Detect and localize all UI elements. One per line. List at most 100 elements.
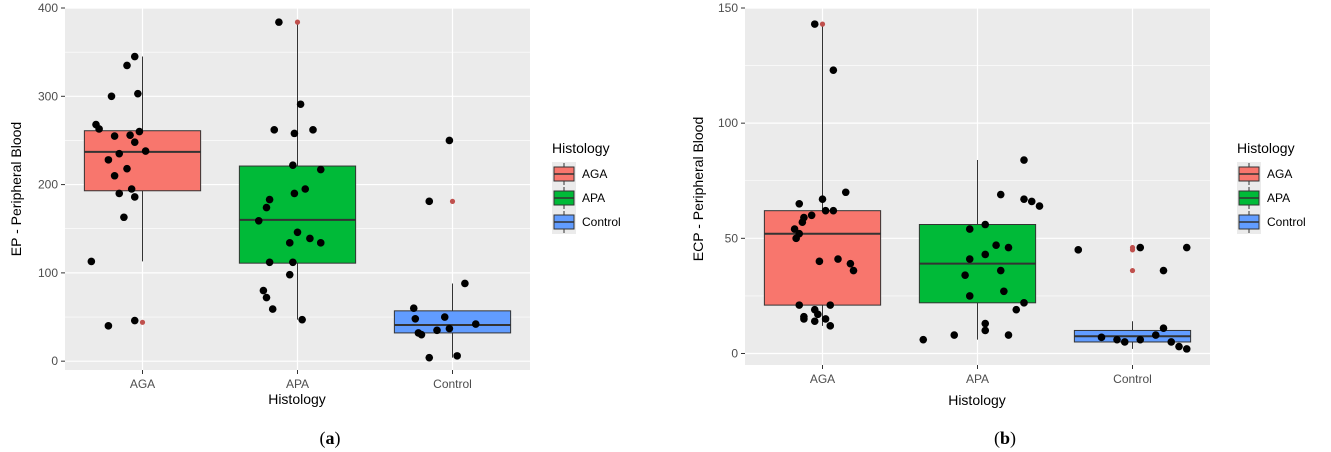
y-tick-label: 100 [38, 266, 58, 280]
data-point [981, 326, 990, 335]
data-point [433, 326, 441, 335]
data-point [1000, 287, 1008, 296]
data-point [87, 257, 96, 266]
y-tick-label: 150 [718, 1, 738, 15]
data-point [265, 258, 274, 267]
legend-a: Histology AGA APA Control [552, 140, 621, 234]
data-point [826, 322, 835, 330]
data-point [814, 310, 822, 319]
data-point [445, 324, 454, 333]
box-body [238, 165, 357, 264]
data-point [123, 164, 131, 173]
legend-item-apa: APA [1237, 186, 1290, 210]
box-control [1073, 321, 1192, 349]
data-point [1182, 345, 1191, 353]
y-tick-label: 50 [725, 231, 739, 245]
y-tick-label: 400 [38, 1, 58, 15]
x-axis-a: AGA APA Control [130, 370, 472, 391]
y-tick-label: 300 [38, 89, 58, 103]
data-point [262, 203, 271, 212]
data-point [1136, 335, 1145, 344]
data-point [1136, 243, 1145, 252]
data-point [453, 352, 461, 360]
data-point [411, 314, 420, 323]
x-tick-label: Control [1113, 372, 1152, 386]
data-point [130, 193, 139, 201]
outlier-point [819, 21, 826, 27]
chart-b: 0 50 100 150 AGA APA Control Histology ECP - … [690, 1, 1306, 449]
data-point [123, 61, 131, 70]
data-point [126, 131, 134, 139]
data-point [409, 304, 418, 312]
data-point [1113, 335, 1121, 344]
x-tick-label: APA [286, 377, 309, 391]
data-point [792, 234, 800, 243]
data-point [981, 220, 990, 229]
data-point [425, 353, 434, 362]
data-point [296, 100, 305, 109]
data-point [965, 255, 974, 263]
data-point [1120, 338, 1129, 346]
legend-b: Histology AGA APA Control [1237, 140, 1306, 234]
data-point [298, 315, 306, 324]
data-point [417, 330, 426, 339]
data-point [1020, 299, 1028, 307]
data-point [996, 190, 1005, 199]
y-axis-title-b: ECP - Peripheral Blood [690, 117, 706, 261]
y-tick-label: 100 [718, 116, 738, 130]
data-point [992, 241, 1000, 250]
outlier-point [449, 198, 456, 204]
data-point [841, 188, 850, 197]
data-point [815, 257, 824, 266]
data-point [115, 189, 124, 198]
data-point [461, 279, 469, 288]
data-point [996, 266, 1005, 275]
outlier-point [294, 19, 301, 25]
data-point [440, 313, 449, 321]
box-body [83, 130, 202, 192]
data-point [270, 126, 279, 134]
legend-label: Control [582, 215, 621, 229]
box-apa [238, 22, 357, 320]
data-point [1159, 324, 1168, 332]
outlier-point [139, 319, 146, 325]
data-point [107, 92, 116, 101]
y-axis-b: 0 50 100 150 [718, 1, 745, 360]
data-point [110, 171, 119, 180]
data-point [810, 317, 819, 326]
x-axis-title-a: Histology [268, 391, 326, 407]
legend-label: AGA [582, 167, 607, 181]
data-point [798, 218, 807, 226]
data-point [110, 132, 119, 140]
data-point [259, 286, 268, 295]
data-point [290, 129, 299, 138]
data-point [285, 270, 294, 279]
legend-item-control: Control [552, 210, 621, 234]
box-apa [918, 160, 1037, 340]
legend-item-apa: APA [552, 186, 605, 210]
data-point [834, 255, 842, 263]
box-control [393, 283, 512, 358]
data-point [795, 301, 804, 309]
data-point [141, 147, 150, 155]
x-tick-label: APA [966, 372, 989, 386]
data-point [1159, 266, 1168, 275]
data-point [268, 305, 277, 313]
data-point [846, 259, 855, 268]
data-point [115, 149, 124, 158]
legend-item-control: Control [1237, 210, 1306, 234]
data-point [285, 239, 294, 247]
data-point [289, 161, 297, 169]
box-aga [763, 24, 882, 326]
data-point [289, 258, 297, 267]
data-point [275, 18, 283, 26]
data-point [919, 335, 928, 344]
data-point [1004, 331, 1013, 339]
x-tick-label: AGA [130, 377, 155, 391]
data-point [316, 239, 325, 247]
data-point [950, 331, 959, 339]
data-point [849, 266, 858, 275]
data-point [1004, 243, 1013, 252]
x-tick-label: AGA [810, 372, 835, 386]
